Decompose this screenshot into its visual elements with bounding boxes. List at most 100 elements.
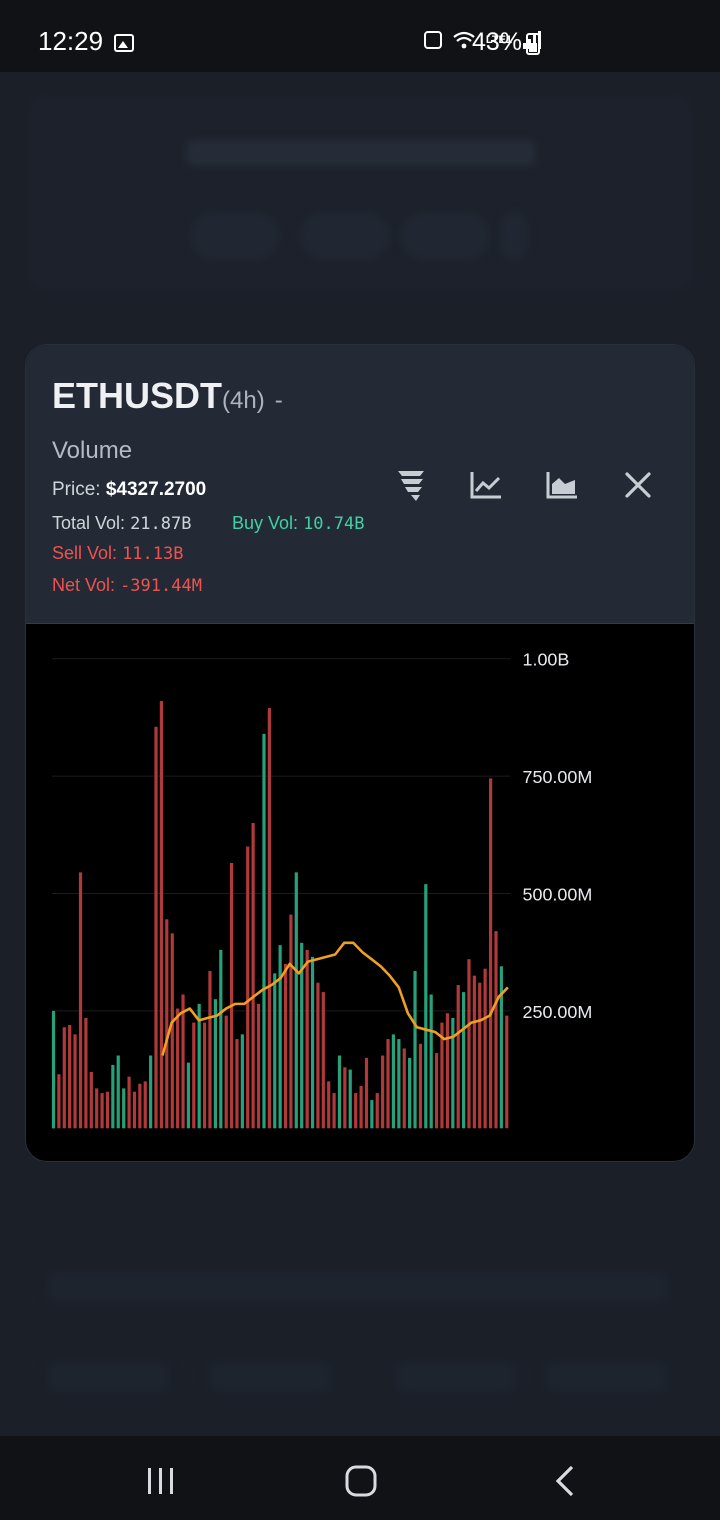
net-volume-value: -391.44M: [120, 576, 202, 596]
buy-volume-value: 10.74B: [303, 514, 365, 534]
y-tick-label: 750.00M: [523, 767, 593, 787]
sell-volume-bar: [127, 1076, 131, 1129]
buy-volume-bar: [213, 999, 218, 1129]
price-value: $4327.2700: [105, 479, 207, 500]
background-row: [396, 1362, 516, 1392]
buy-volume-bar: [408, 1057, 412, 1129]
sell-volume-bar: [95, 1088, 99, 1129]
net-volume-label: Net Vol:: [52, 575, 116, 595]
y-tick-label: 250.00M: [523, 1002, 593, 1022]
background-row: [210, 1362, 330, 1392]
sell-volume-bar: [208, 970, 212, 1129]
filter-button[interactable]: [390, 463, 434, 507]
buy-volume-bar: [122, 1088, 126, 1129]
net-volume: Net Vol: -391.44M: [52, 575, 202, 596]
sell-volume-bar: [267, 708, 271, 1129]
sell-volume-bar: [202, 1022, 207, 1129]
background-row: [48, 1362, 168, 1392]
buy-volume-bar: [300, 942, 304, 1129]
line-chart-button[interactable]: [464, 463, 508, 507]
buy-volume-bar: [111, 1064, 115, 1129]
buy-volume-bar: [149, 1055, 153, 1129]
sell-volume-bar: [170, 933, 174, 1129]
area-chart-button[interactable]: [540, 463, 584, 507]
sell-volume-bar: [138, 1083, 142, 1129]
battery-icon: [526, 33, 540, 55]
recents-button[interactable]: [136, 1456, 186, 1506]
buy-volume-bar: [391, 1034, 395, 1129]
sell-volume-bar: [89, 1071, 93, 1129]
gallery-notification-icon: [114, 34, 134, 52]
area-chart-icon: [546, 472, 577, 499]
background-title: [186, 140, 536, 166]
battery-percent: 43%: [472, 28, 523, 56]
sell-volume-bar: [73, 1034, 77, 1129]
sell-volume-bar: [78, 872, 83, 1129]
sell-volume-bar: [494, 931, 498, 1129]
sell-volume-bar: [440, 1022, 444, 1129]
y-tick-label: 1.00B: [523, 650, 570, 670]
network-type: LTE1: [485, 34, 512, 46]
close-button[interactable]: [616, 463, 660, 507]
buy-volume-bar: [197, 1003, 201, 1129]
sell-volume-bar: [381, 1055, 385, 1129]
sell-volume-bar: [418, 1043, 423, 1129]
sell-volume-bar: [62, 1027, 66, 1129]
sell-volume-bar: [143, 1081, 147, 1129]
sell-volume-bar: [68, 1025, 72, 1129]
sell-volume-bar: [316, 982, 320, 1129]
buy-volume-bar: [451, 1017, 455, 1129]
sell-volume-bar: [251, 823, 255, 1129]
recents-icon: [148, 1468, 173, 1494]
sell-volume-bar: [224, 1015, 228, 1129]
sell-volume-bar: [289, 914, 293, 1129]
home-button[interactable]: [336, 1456, 386, 1506]
sell-volume-bar: [375, 1093, 379, 1129]
volume-modal: ETHUSDT(4h) - Volume Price: $4327.2700 T…: [25, 344, 695, 1162]
sell-volume-bar: [434, 1053, 439, 1129]
sell-volume-bar: [467, 959, 471, 1129]
buy-volume-bar: [429, 994, 433, 1129]
title-separator: -: [274, 387, 283, 414]
buy-volume-bar: [461, 992, 466, 1129]
status-bar: 12:29 LTE1 43%: [0, 0, 720, 72]
navigation-bar: [0, 1436, 720, 1520]
sell-volume-label: Sell Vol:: [52, 543, 118, 563]
symbol-title: ETHUSDT(4h) -: [52, 375, 283, 417]
buy-volume: Buy Vol: 10.74B: [232, 513, 364, 534]
sell-volume-bar: [483, 968, 487, 1129]
sell-volume-bar: [505, 1015, 509, 1129]
buy-volume-bar: [278, 945, 282, 1129]
sell-volume-bar: [359, 1086, 363, 1129]
background-pill: [300, 212, 390, 260]
sell-volume-bar: [246, 846, 250, 1129]
buy-volume-bar: [294, 872, 298, 1129]
background-pill: [500, 212, 528, 260]
buy-volume-bar: [219, 949, 223, 1129]
line-chart-icon: [470, 472, 501, 499]
sell-volume-bar: [154, 726, 158, 1129]
back-button[interactable]: [540, 1456, 590, 1506]
sell-volume-bar: [235, 1039, 239, 1129]
price-label: Price:: [52, 479, 101, 500]
sell-volume-bar: [165, 919, 169, 1129]
sell-volume-bar: [100, 1093, 104, 1129]
filter-funnel-icon: [398, 471, 424, 501]
sell-volume-bar: [343, 1067, 347, 1129]
sell-volume-bar: [132, 1091, 137, 1129]
price-row: Price: $4327.2700: [52, 479, 206, 501]
symbol-name: ETHUSDT: [52, 375, 222, 416]
sell-volume-bar: [105, 1091, 110, 1129]
buy-volume-bar: [424, 884, 428, 1129]
modal-header: ETHUSDT(4h) - Volume Price: $4327.2700 T…: [26, 345, 694, 624]
background-row: [546, 1362, 666, 1392]
sell-volume-bar: [192, 1022, 196, 1129]
sell-volume-bar: [159, 700, 163, 1129]
sell-volume-bar: [57, 1074, 61, 1129]
sell-volume-bar: [478, 982, 482, 1129]
buy-volume-bar: [116, 1055, 120, 1129]
volume-chart[interactable]: 1.00B 750.00M 500.00M 250.00M: [26, 623, 694, 1162]
buy-volume-bar: [273, 973, 277, 1129]
buy-volume-bar: [240, 1034, 244, 1129]
buy-volume-bar: [397, 1039, 401, 1129]
